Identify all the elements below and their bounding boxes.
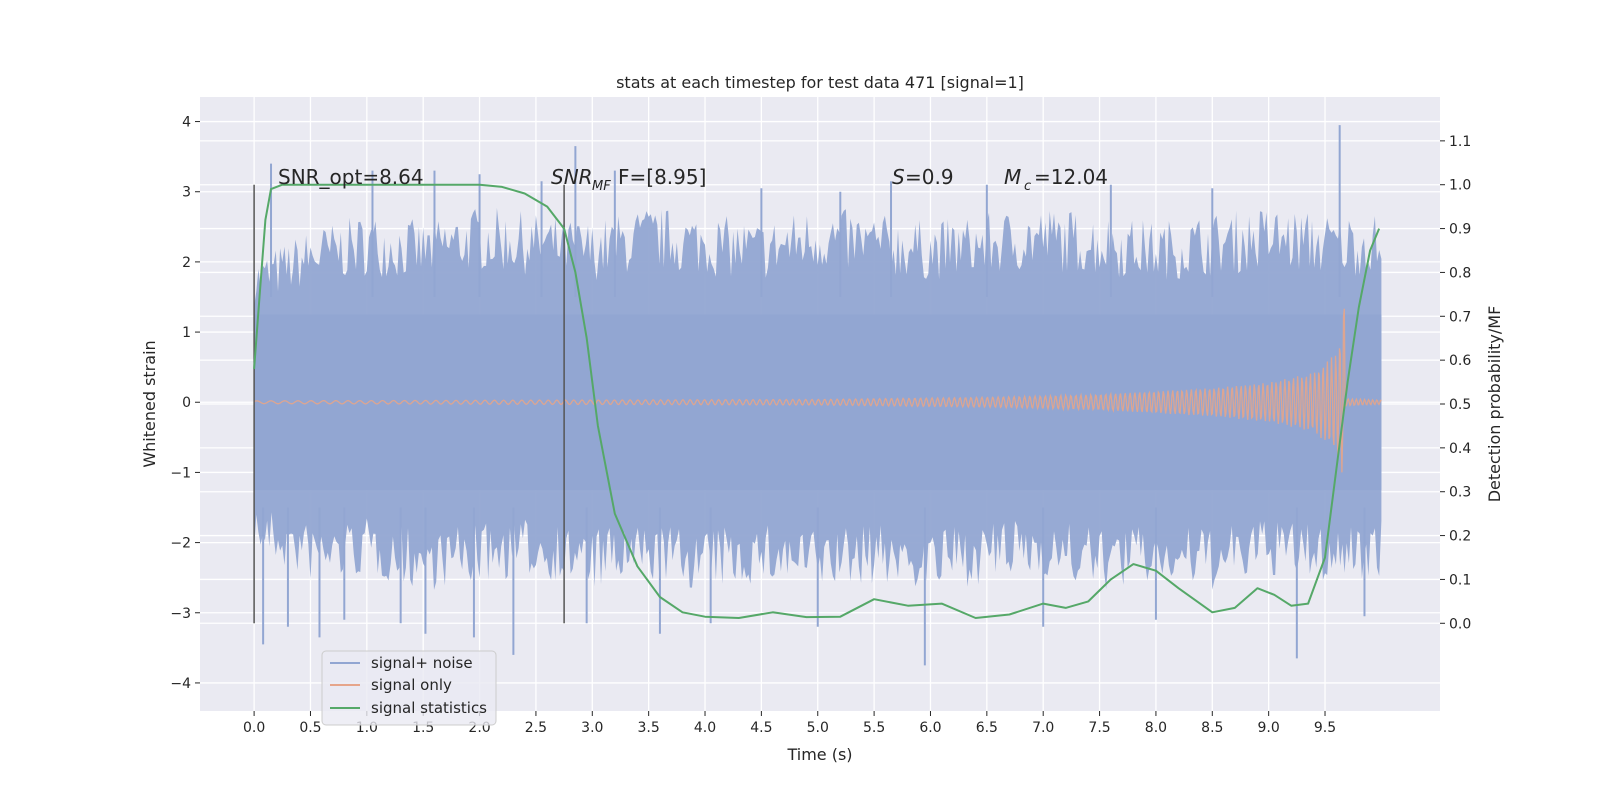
x-tick-label: 3.0 (581, 720, 603, 736)
y-tick-label: −1 (170, 465, 191, 481)
x-tick-label: 9.5 (1314, 720, 1336, 736)
y2-axis-label: Detection probability/MF (1485, 306, 1504, 503)
y-axis-label: Whitened strain (140, 340, 159, 467)
y-tick-label: −2 (170, 536, 191, 552)
legend-label-signal-statistics: signal statistics (371, 699, 487, 717)
x-tick-label: 4.0 (694, 720, 716, 736)
y-tick-label: 1 (182, 325, 191, 341)
y-tick-label: 2 (182, 255, 191, 271)
y2-tick-label: 0.1 (1449, 572, 1471, 588)
x-tick-label: 5.5 (863, 720, 885, 736)
annotation-snr-mf: SNR MF F=[8.95] (551, 165, 706, 194)
y2-tick-label: 1.1 (1449, 134, 1471, 150)
series-signal-only (253, 308, 1382, 473)
chart-title: stats at each timestep for test data 471… (616, 73, 1024, 92)
y2-tick-label: 0.4 (1449, 441, 1471, 457)
series-signal-noise (254, 125, 1382, 666)
y-tick-label: −4 (170, 676, 191, 692)
signal-statistics-line (253, 183, 1381, 619)
legend-label-signal-noise: signal+ noise (371, 654, 473, 672)
axes: 0.0 0.5 1.0 1.5 2.0 2.5 3.0 3.5 4.0 4.5 5.0 5.5 6.0 6… (170, 115, 1471, 736)
x-tick-label: 0.5 (299, 720, 321, 736)
x-tick-label: 2.5 (525, 720, 547, 736)
annotation-snr-opt: SNR_opt=8.64 (278, 165, 424, 189)
legend-box (321, 650, 497, 726)
legend: signal+ noise signal only signal statist… (321, 650, 497, 726)
x-tick-label: 6.5 (976, 720, 998, 736)
annotation-mc-subscript: c (1024, 179, 1031, 194)
annotation-s-symbol: S (892, 165, 905, 189)
annotation-snr-mf-symbol: SNR (551, 165, 593, 189)
y2-tick-label: 0.6 (1449, 353, 1471, 369)
y2-tick-label: 0.3 (1449, 485, 1471, 501)
signal-only-line (253, 308, 1382, 473)
y2-tick-label: 0.9 (1449, 222, 1471, 238)
x-tick-label: 6.0 (919, 720, 941, 736)
x-tick-label: 5.0 (807, 720, 829, 736)
annotation-mc-symbol: M (1004, 165, 1021, 189)
y2-tick-label: 0.7 (1449, 309, 1471, 325)
x-tick-label: 4.5 (750, 720, 772, 736)
y2-tick-label: 0.5 (1449, 397, 1471, 413)
y-tick-label: 4 (182, 115, 191, 131)
annotation-snr-mf-subscript: MF (592, 179, 611, 194)
x-tick-label: 3.5 (638, 720, 660, 736)
y2-tick-label: 1.0 (1449, 178, 1471, 194)
annotation-mc-value: =12.04 (1034, 165, 1108, 189)
vertical-markers (253, 184, 565, 624)
x-tick-label: 9.0 (1258, 720, 1280, 736)
x-tick-label: 8.0 (1145, 720, 1167, 736)
y-tick-label: −3 (170, 606, 191, 622)
x-tick-label: 7.0 (1032, 720, 1054, 736)
x-axis-label: Time (s) (786, 745, 852, 764)
x-tick-label: 7.5 (1088, 720, 1110, 736)
annotation-s-value: =0.9 (905, 165, 954, 189)
signal-noise-core (254, 314, 1382, 490)
series-signal-statistics (253, 183, 1381, 619)
legend-label-signal-only: signal only (371, 676, 452, 694)
annotation-snr-mf-value: F=[8.95] (618, 165, 706, 189)
annotation-s: S =0.9 (892, 165, 954, 189)
y-tick-label: 0 (182, 395, 191, 411)
y2-tick-label: 0.0 (1449, 616, 1471, 632)
y-tick-label: 3 (182, 185, 191, 201)
x-tick-label: 8.5 (1201, 720, 1223, 736)
y2-tick-label: 0.8 (1449, 265, 1471, 281)
x-tick-label: 0.0 (243, 720, 265, 736)
annotation-mc: M c =12.04 (1004, 165, 1108, 194)
y2-tick-label: 0.2 (1449, 529, 1471, 545)
